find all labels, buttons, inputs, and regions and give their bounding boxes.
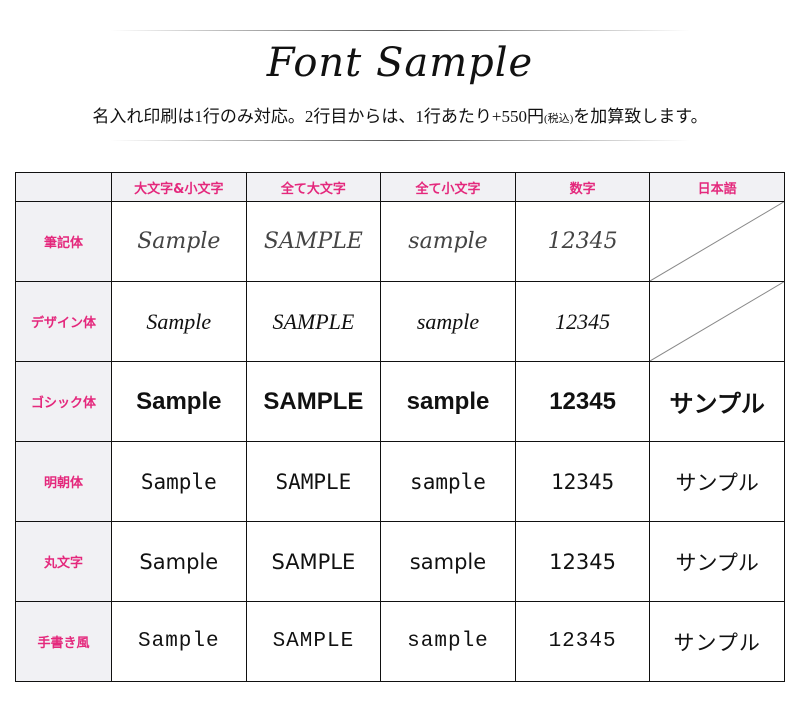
header-row: 大文字&小文字 全て大文字 全て小文字 数字 日本語 [15,172,785,202]
sample-cell: SAMPLE [245,281,382,362]
sample-cell: サンプル [649,521,785,602]
table-row: デザイン体 Sample SAMPLE sample 12345 [15,281,785,362]
sample-cell: SAMPLE [245,441,382,522]
sample-cell: 12345 [514,601,651,682]
sample-cell: 12345 [514,441,651,522]
column-header: 数字 [514,172,651,202]
sample-cell: SAMPLE [245,521,382,602]
sample-cell: sample [380,441,516,522]
sample-cell: sample [380,361,516,442]
diagonal-line [650,202,784,281]
bottom-divider [110,140,690,141]
sample-cell: sample [380,281,516,362]
diagonal-line [650,282,784,361]
sample-cell: SAMPLE [245,601,382,682]
column-header: 全て小文字 [380,172,516,202]
sample-cell: 12345 [514,361,651,442]
note-end: を加算致します。 [573,107,708,126]
sample-cell: 12345 [514,281,651,362]
top-divider [110,30,690,31]
sample-cell: Sample [111,441,247,522]
sample-cell: Sample [111,521,247,602]
note-main: 名入れ印刷は1行のみ対応。2行目からは、1行あたり+550円 [92,107,544,126]
font-sample-table: 大文字&小文字 全て大文字 全て小文字 数字 日本語 筆記体 Sample SAMP… [15,172,785,682]
sample-cell: サンプル [649,601,785,682]
sample-cell: サンプル [649,441,785,522]
column-header: 全て大文字 [245,172,382,202]
row-header: 明朝体 [15,441,112,522]
table-row: 明朝体 Sample SAMPLE sample 12345 サンプル [15,441,785,522]
sample-cell: サンプル [649,361,785,442]
sample-cell: SAMPLE [245,361,382,442]
row-header: 手書き風 [15,601,112,682]
table-row: ゴシック体 Sample SAMPLE sample 12345 サンプル [15,361,785,442]
corner-cell [15,172,112,202]
row-header: 丸文字 [15,521,112,602]
table-row: 手書き風 Sample SAMPLE sample 12345 サンプル [15,601,785,682]
sample-cell: sample [380,201,516,282]
row-header: ゴシック体 [15,361,112,442]
column-header: 日本語 [649,172,785,202]
sample-cell: sample [380,521,516,602]
sample-cell: 12345 [514,201,651,282]
sample-cell: SAMPLE [245,201,382,282]
note-tax: (税込) [543,113,574,125]
sample-cell: Sample [111,361,247,442]
unavailable-cell [649,281,785,362]
pricing-note: 名入れ印刷は1行のみ対応。2行目からは、1行あたり+550円(税込)を加算致しま… [0,102,800,127]
unavailable-cell [649,201,785,282]
sample-cell: sample [380,601,516,682]
row-header: デザイン体 [15,281,112,362]
table-row: 筆記体 Sample SAMPLE sample 12345 [15,201,785,282]
sample-cell: Sample [111,201,247,282]
row-header: 筆記体 [15,201,112,282]
sample-cell: 12345 [514,521,651,602]
sample-cell: Sample [111,601,247,682]
page-title: Font Sample [266,40,534,86]
sample-cell: Sample [111,281,247,362]
column-header: 大文字&小文字 [111,172,247,202]
table-row: 丸文字 Sample SAMPLE sample 12345 サンプル [15,521,785,602]
